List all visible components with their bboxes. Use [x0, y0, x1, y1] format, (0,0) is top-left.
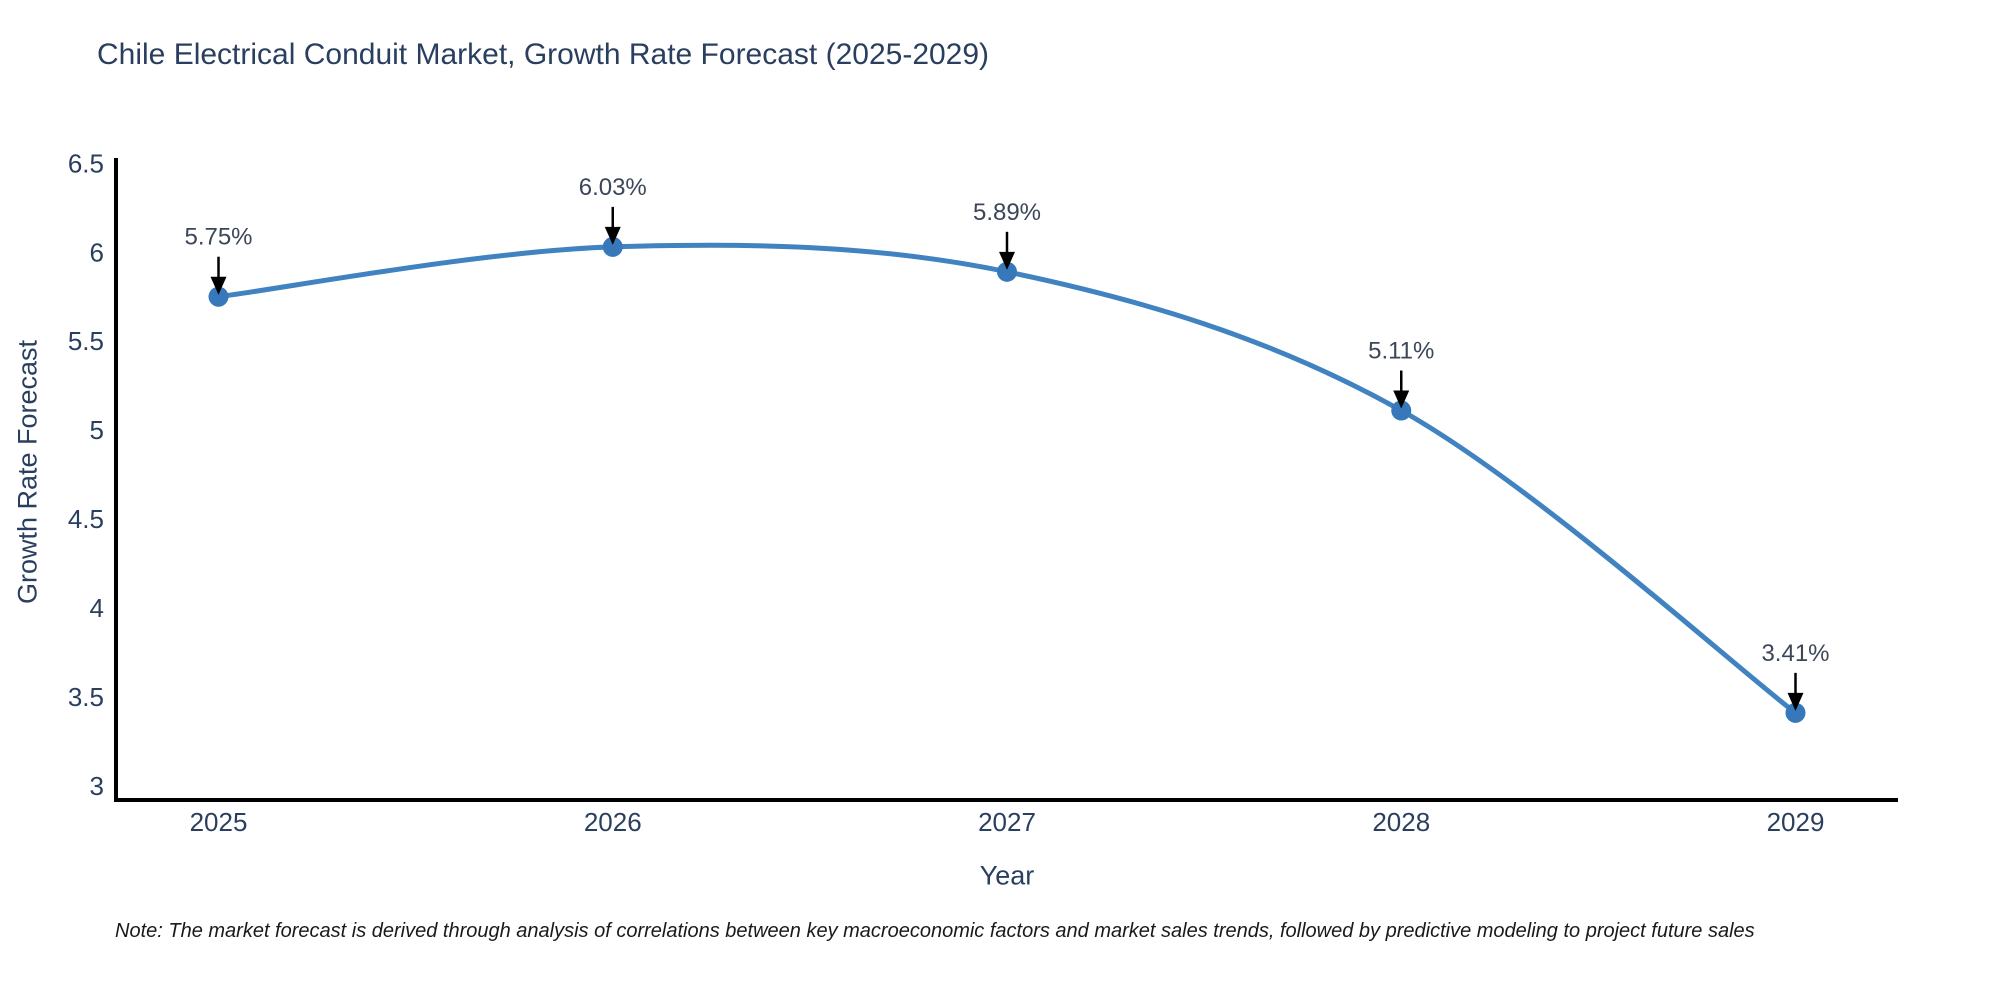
annotation-arrow-head: [1787, 692, 1804, 711]
y-tick-label: 5.5: [68, 326, 104, 356]
y-tick-label: 6: [90, 237, 104, 267]
y-tick-label: 4.5: [68, 504, 104, 534]
annotation-label: 5.89%: [973, 199, 1041, 226]
y-tick-label: 3: [90, 771, 104, 801]
y-tick-label: 5: [90, 415, 104, 445]
data-point-marker: [1391, 400, 1412, 421]
annotation-label: 6.03%: [579, 174, 647, 201]
x-axis-label: Year: [979, 860, 1035, 891]
annotation-arrow-head: [210, 276, 227, 295]
annotation-arrow-head: [1393, 390, 1410, 409]
annotation-arrow-head: [999, 251, 1015, 270]
y-tick-label: 4: [90, 593, 104, 623]
data-point-marker: [602, 236, 623, 257]
x-tick-label: 2025: [190, 807, 248, 837]
annotation-label: 5.11%: [1368, 338, 1434, 365]
y-tick-label: 3.5: [68, 682, 104, 712]
data-point-marker: [1785, 702, 1806, 723]
annotation-arrow-head: [604, 226, 621, 245]
data-point-marker: [208, 286, 229, 307]
x-tick-label: 2028: [1372, 807, 1430, 837]
data-point-marker: [997, 261, 1017, 282]
y-tick-label: 6.5: [68, 148, 104, 178]
trend-line: [216, 242, 1798, 716]
annotation-label: 5.75%: [184, 224, 252, 251]
x-tick-label: 2026: [584, 807, 642, 837]
x-tick-label: 2027: [978, 807, 1036, 837]
chart-title: Chile Electrical Conduit Market, Growth …: [97, 38, 990, 71]
annotation-label: 3.41%: [1761, 640, 1829, 667]
x-tick-label: 2029: [1767, 807, 1825, 837]
footnote-text: Note: The market forecast is derived thr…: [115, 920, 1755, 942]
